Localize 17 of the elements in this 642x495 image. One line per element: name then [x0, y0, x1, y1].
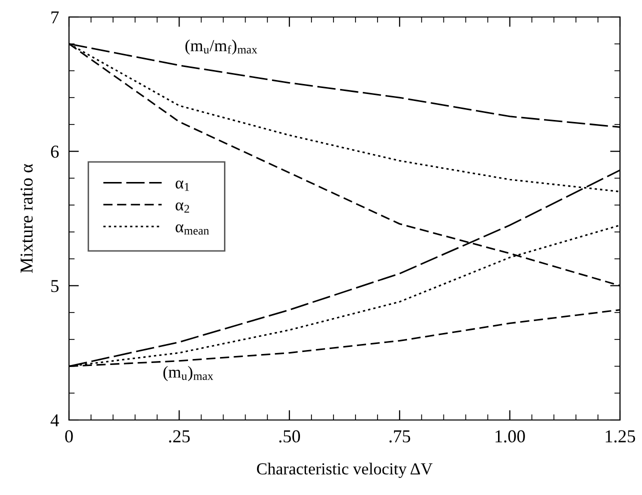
y-tick-label: 7: [51, 11, 59, 24]
x-axis-title: Characteristic velocity ΔV: [256, 462, 433, 478]
annotation: (m$_{u}$)$_{max}$: [163, 366, 214, 382]
x-tick-label: .75: [390, 430, 410, 443]
y-tick-label: 6: [51, 146, 59, 158]
x-tick-label: 0: [65, 430, 73, 442]
x-tick-label: .50: [279, 430, 300, 443]
x-tick-label: 1.25: [606, 430, 636, 443]
legend-label: α$_{mean}$: [176, 224, 209, 235]
x-tick-label: .25: [169, 430, 190, 443]
legend-label: α$_{1}$: [176, 180, 190, 191]
y-tick-label: 4: [50, 414, 59, 426]
y-axis-title: Mixture ratio α: [20, 164, 33, 273]
annotation: (m$_{u}$/m$_{f}$)$_{max}$: [185, 40, 258, 55]
legend-label: α$_{2}$: [176, 202, 190, 213]
x-tick-label: 1.00: [496, 430, 525, 443]
y-tick-label: 5: [51, 280, 59, 292]
